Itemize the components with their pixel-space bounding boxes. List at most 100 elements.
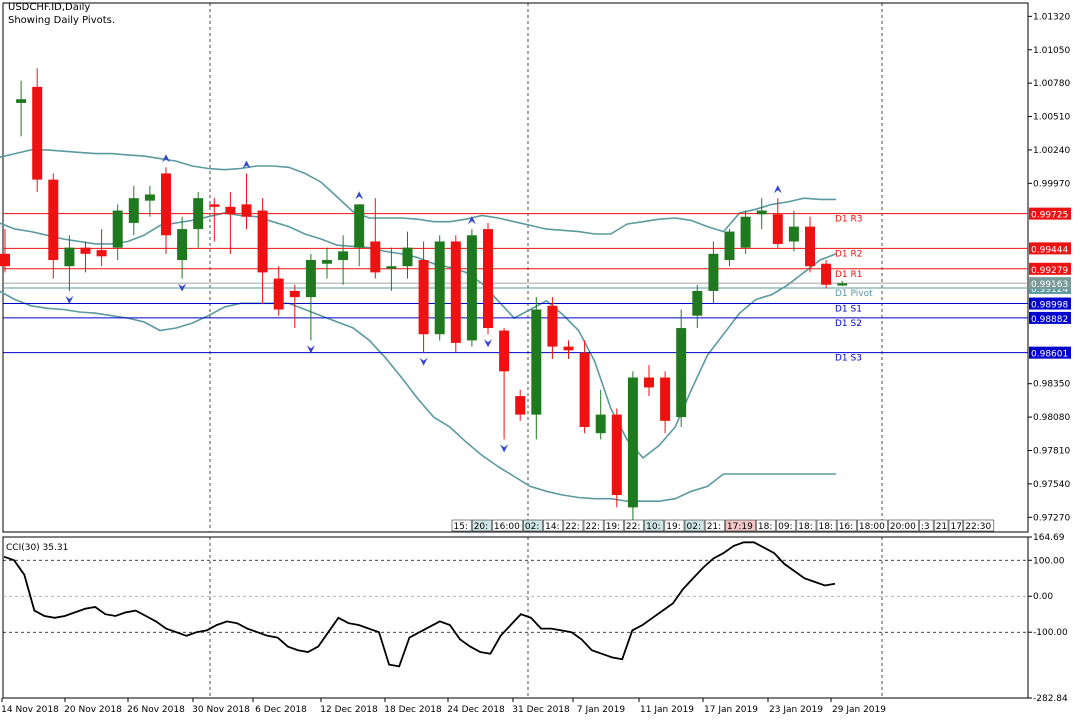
candle-body[interactable]: [515, 396, 526, 415]
candle-body[interactable]: [338, 251, 349, 261]
time-strip-cell: [583, 519, 604, 532]
pivot-price-tag-text: 0.99444: [1031, 245, 1068, 255]
candle-body[interactable]: [692, 290, 703, 316]
candle-body[interactable]: [241, 204, 252, 217]
time-strip-cell: [523, 519, 543, 532]
time-strip-cell: [563, 519, 584, 532]
time-strip-label: 16:: [839, 522, 853, 532]
candle-body[interactable]: [370, 241, 381, 273]
candle-body[interactable]: [209, 204, 220, 207]
cci-line: [3, 541, 836, 668]
candle-body[interactable]: [788, 226, 799, 242]
pivot-price-tag: [1029, 311, 1071, 324]
fractal-down-arrow-icon: [419, 357, 428, 366]
cci-axis-label: 100.00: [1033, 556, 1065, 566]
time-strip-label: 18:: [819, 522, 833, 532]
candle-body[interactable]: [112, 210, 123, 248]
candle-body[interactable]: [531, 309, 542, 415]
candle-body[interactable]: [644, 377, 654, 388]
time-strip-label: 17:19: [727, 522, 753, 532]
candle-body[interactable]: [0, 253, 10, 267]
time-strip-label: 22:30: [965, 522, 991, 532]
candle-body[interactable]: [402, 247, 413, 267]
candle-body[interactable]: [322, 260, 332, 264]
date-axis-label: 23 Jan 2019: [769, 705, 823, 715]
date-axis-label: 11 Jan 2019: [640, 705, 694, 715]
candle-body[interactable]: [48, 179, 59, 261]
time-strip-label: 19:: [606, 522, 620, 532]
candle-body[interactable]: [611, 414, 622, 496]
candle-body[interactable]: [579, 352, 590, 427]
candle-body[interactable]: [161, 173, 171, 236]
candle-body[interactable]: [499, 330, 510, 372]
candle-body[interactable]: [32, 86, 43, 180]
price-axis-label: 0.98080: [1033, 413, 1070, 423]
candle-body[interactable]: [563, 346, 574, 351]
candle-body[interactable]: [144, 194, 155, 201]
pivot-price-tag-text: 0.99279: [1031, 266, 1068, 276]
candle-body[interactable]: [724, 231, 735, 261]
price-plot-frame: [2, 2, 1029, 533]
cci-axis-label: 164.69: [1033, 533, 1065, 543]
candle-body[interactable]: [772, 214, 783, 244]
candle-body[interactable]: [418, 260, 429, 335]
price-axis-label: 0.99970: [1033, 179, 1070, 189]
candle-body[interactable]: [289, 290, 300, 298]
time-strip-cell: [816, 519, 837, 532]
candle-body[interactable]: [354, 204, 365, 248]
candle-body[interactable]: [64, 247, 75, 267]
pivot-price-tag-text: 0.99725: [1031, 211, 1068, 221]
candle-body[interactable]: [466, 235, 477, 341]
time-strip-label: 02:: [687, 522, 701, 532]
pivot-price-tag-text: 0.98601: [1031, 350, 1068, 360]
candle-body[interactable]: [305, 260, 316, 298]
time-strip-cell: [704, 519, 725, 532]
candle-body[interactable]: [80, 247, 91, 254]
candle-body[interactable]: [676, 328, 687, 418]
time-strip-cell: [725, 519, 756, 532]
candle-body[interactable]: [547, 305, 558, 347]
candle-body[interactable]: [837, 283, 848, 286]
candle-body[interactable]: [660, 377, 671, 421]
band-upper-line: [0, 149, 837, 235]
candle-body[interactable]: [595, 414, 606, 434]
fractal-up-arrow-icon: [773, 185, 782, 194]
candle-body[interactable]: [434, 241, 445, 335]
fractal-down-arrow-icon: [65, 295, 74, 304]
candle-body[interactable]: [257, 210, 268, 273]
pivot-label: D1 R3: [835, 215, 863, 225]
candle-body[interactable]: [708, 253, 719, 291]
time-strip-cell: [756, 519, 776, 532]
cci-axis-label: -282.84: [1033, 694, 1068, 704]
candle-body[interactable]: [386, 266, 397, 269]
time-strip-cell: [776, 519, 797, 532]
candle-body[interactable]: [450, 241, 461, 343]
price-axis-label: 1.00240: [1033, 146, 1070, 156]
candle-body[interactable]: [627, 377, 638, 508]
time-strip-cell: [796, 519, 817, 532]
time-strip-label: 20:00: [890, 522, 916, 532]
date-axis-label: 31 Dec 2018: [512, 705, 570, 715]
candle-body[interactable]: [193, 198, 204, 230]
candle-body[interactable]: [821, 263, 832, 285]
time-strip-cell: [624, 519, 644, 532]
candle-body[interactable]: [16, 99, 27, 103]
time-strip-cell: [888, 519, 919, 532]
candle-body[interactable]: [756, 210, 767, 215]
candle-body[interactable]: [177, 229, 188, 261]
date-axis-label: 14 Nov 2018: [1, 705, 59, 715]
price-axis-label: 0.97540: [1033, 480, 1070, 490]
candle-body[interactable]: [96, 250, 107, 257]
time-strip-cell: [857, 519, 888, 532]
candle-body[interactable]: [805, 226, 815, 267]
fractal-up-arrow-icon: [242, 160, 251, 169]
candle-body[interactable]: [128, 198, 139, 223]
date-axis-label: 17 Jan 2019: [704, 705, 758, 715]
candle-body[interactable]: [273, 278, 284, 310]
candle-body[interactable]: [740, 216, 751, 248]
time-strip-cell: [543, 519, 564, 532]
pivot-price-tag-text: 0.98998: [1031, 301, 1068, 311]
candle-body[interactable]: [483, 229, 493, 329]
candle-body[interactable]: [225, 206, 236, 215]
